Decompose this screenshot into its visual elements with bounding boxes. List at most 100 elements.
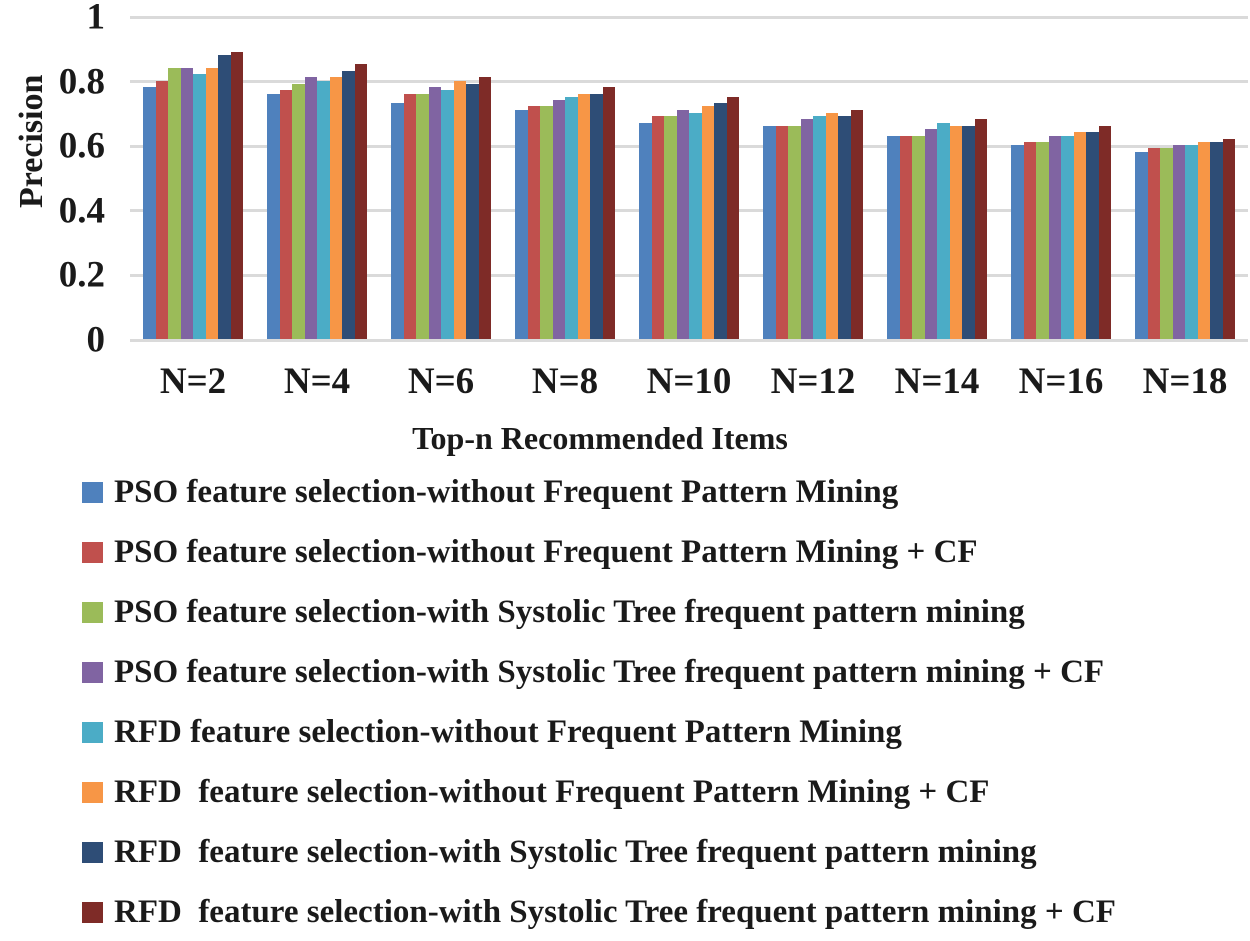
bar-series7-N=10 bbox=[714, 103, 727, 339]
x-tick-label-N=10: N=10 bbox=[646, 361, 732, 402]
bar-series4-N=4 bbox=[304, 77, 317, 339]
bar-series4-N=16 bbox=[1048, 135, 1061, 339]
x-tick-label-N=2: N=2 bbox=[159, 361, 227, 402]
legend-item-3: PSO feature selection-with Systolic Tree… bbox=[82, 582, 1116, 642]
bar-series1-N=16 bbox=[1011, 145, 1024, 339]
bar-series5-N=10 bbox=[689, 112, 702, 339]
bar-series6-N=6 bbox=[453, 80, 466, 339]
legend-item-6: RFD feature selection-without Frequent P… bbox=[82, 762, 1116, 822]
bar-series4-N=6 bbox=[428, 87, 441, 339]
legend-swatch-icon bbox=[82, 661, 103, 683]
x-tick-label-N=16: N=16 bbox=[1018, 361, 1104, 402]
legend-item-4: PSO feature selection-with Systolic Tree… bbox=[82, 642, 1116, 702]
legend-item-label: PSO feature selection-without Frequent P… bbox=[114, 473, 899, 510]
y-tick-label-0.2: 0.2 bbox=[58, 254, 105, 296]
bar-series5-N=14 bbox=[937, 122, 950, 339]
y-tick-label-0.8: 0.8 bbox=[58, 61, 105, 103]
gridline-y-0 bbox=[130, 338, 1248, 342]
legend-item-5: RFD feature selection-without Frequent P… bbox=[82, 702, 1116, 762]
bar-series3-N=6 bbox=[416, 93, 429, 339]
bar-group-N=10 bbox=[639, 16, 739, 339]
bar-group-N=18 bbox=[1135, 16, 1235, 339]
y-tick-label-0.4: 0.4 bbox=[58, 190, 105, 232]
bar-group-N=14 bbox=[887, 16, 987, 339]
legend-swatch-icon bbox=[82, 541, 103, 563]
bar-series2-N=10 bbox=[651, 116, 664, 339]
bar-series1-N=12 bbox=[763, 125, 776, 339]
bar-series2-N=2 bbox=[155, 80, 168, 339]
gridline-y-0.8 bbox=[130, 80, 1248, 84]
bar-series8-N=10 bbox=[726, 96, 739, 339]
bar-series3-N=16 bbox=[1036, 141, 1049, 339]
bar-series8-N=14 bbox=[974, 119, 987, 339]
bar-series8-N=8 bbox=[602, 87, 615, 339]
bar-series1-N=18 bbox=[1135, 151, 1148, 339]
gridline-y-1 bbox=[130, 15, 1248, 19]
bar-series4-N=14 bbox=[924, 129, 937, 339]
bar-series8-N=16 bbox=[1098, 125, 1111, 339]
bar-series6-N=10 bbox=[701, 106, 714, 339]
y-tick-label-1: 1 bbox=[86, 0, 106, 38]
bar-series3-N=8 bbox=[540, 106, 553, 339]
bar-series2-N=16 bbox=[1023, 141, 1036, 339]
bar-series5-N=12 bbox=[813, 116, 826, 339]
bar-group-N=6 bbox=[391, 16, 491, 339]
bar-series7-N=6 bbox=[466, 83, 479, 339]
legend: PSO feature selection-without Frequent P… bbox=[82, 462, 1116, 941]
legend-item-2: PSO feature selection-without Frequent P… bbox=[82, 522, 1116, 582]
legend-swatch-icon bbox=[82, 481, 103, 503]
legend-item-label: RFD feature selection-without Frequent P… bbox=[114, 773, 990, 810]
bar-series7-N=12 bbox=[838, 116, 851, 339]
bar-series3-N=10 bbox=[664, 116, 677, 339]
bar-series4-N=10 bbox=[676, 109, 689, 339]
bar-series8-N=12 bbox=[850, 109, 863, 339]
legend-swatch-icon bbox=[82, 841, 103, 863]
bar-series1-N=6 bbox=[391, 103, 404, 339]
bar-series2-N=8 bbox=[527, 106, 540, 339]
bar-group-N=2 bbox=[143, 16, 243, 339]
bar-series6-N=16 bbox=[1073, 132, 1086, 339]
x-tick-label-N=12: N=12 bbox=[770, 361, 856, 402]
legend-swatch-icon bbox=[82, 601, 103, 623]
bar-series6-N=14 bbox=[949, 125, 962, 339]
bar-series7-N=8 bbox=[590, 93, 603, 339]
bar-series5-N=2 bbox=[193, 74, 206, 339]
bar-series2-N=18 bbox=[1147, 148, 1160, 339]
bar-series8-N=2 bbox=[230, 51, 243, 339]
legend-item-label: RFD feature selection-with Systolic Tree… bbox=[114, 833, 1037, 870]
bar-group-N=16 bbox=[1011, 16, 1111, 339]
bar-series3-N=18 bbox=[1160, 148, 1173, 339]
bar-series2-N=14 bbox=[899, 135, 912, 339]
bar-group-N=4 bbox=[267, 16, 367, 339]
bar-series1-N=2 bbox=[143, 87, 156, 339]
bar-series6-N=8 bbox=[577, 93, 590, 339]
bar-group-N=8 bbox=[515, 16, 615, 339]
legend-item-1: PSO feature selection-without Frequent P… bbox=[82, 462, 1116, 522]
bar-series7-N=14 bbox=[962, 125, 975, 339]
bar-series4-N=12 bbox=[800, 119, 813, 339]
x-tick-label-N=8: N=8 bbox=[531, 361, 599, 402]
bar-series5-N=6 bbox=[441, 90, 454, 339]
legend-swatch-icon bbox=[82, 721, 103, 743]
bar-series2-N=6 bbox=[403, 93, 416, 339]
bar-series4-N=2 bbox=[180, 67, 193, 339]
bar-series6-N=12 bbox=[825, 112, 838, 339]
bar-series3-N=14 bbox=[912, 135, 925, 339]
bar-series7-N=16 bbox=[1086, 132, 1099, 339]
bar-series1-N=8 bbox=[515, 109, 528, 339]
x-tick-label-N=18: N=18 bbox=[1142, 361, 1228, 402]
legend-swatch-icon bbox=[82, 901, 103, 923]
bar-series4-N=18 bbox=[1172, 145, 1185, 339]
plot-area bbox=[130, 15, 1248, 342]
bar-series8-N=4 bbox=[354, 64, 367, 339]
legend-item-label: RFD feature selection-with Systolic Tree… bbox=[114, 893, 1116, 930]
x-tick-label-N=14: N=14 bbox=[894, 361, 980, 402]
legend-item-label: PSO feature selection-with Systolic Tree… bbox=[114, 653, 1105, 690]
bar-series5-N=4 bbox=[317, 80, 330, 339]
legend-item-label: PSO feature selection-without Frequent P… bbox=[114, 533, 978, 570]
bar-series6-N=2 bbox=[205, 67, 218, 339]
bar-series2-N=4 bbox=[279, 90, 292, 339]
bar-series4-N=8 bbox=[552, 99, 565, 339]
bar-series7-N=4 bbox=[342, 70, 355, 339]
